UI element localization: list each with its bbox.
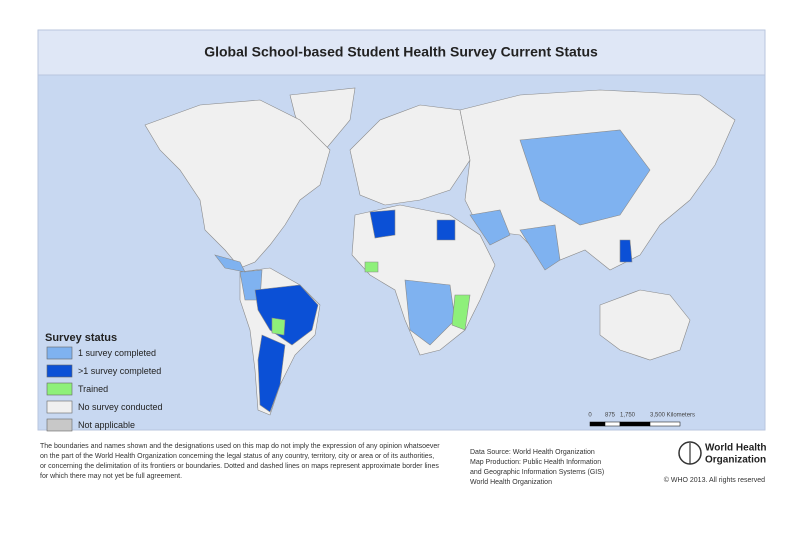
- legend-label: Not applicable: [78, 420, 135, 430]
- scale-label: 875: [605, 413, 616, 419]
- legend-label: Trained: [78, 384, 108, 394]
- country-patch: [519, 129, 651, 226]
- legend-label: No survey conducted: [78, 402, 163, 412]
- footer: The boundaries and names shown and the d…: [40, 441, 766, 486]
- legend-title: Survey status: [45, 332, 117, 344]
- legend-swatch: [46, 364, 73, 378]
- data-source-line: Data Source: World Health Organization: [470, 449, 595, 456]
- country-patch: [519, 224, 561, 271]
- world-map: [144, 87, 736, 416]
- logo-text: World Health: [705, 443, 766, 454]
- map-title: Global School-based Student Health Surve…: [204, 44, 598, 60]
- scale-label: 1,750: [620, 413, 636, 419]
- europe: [349, 104, 471, 206]
- scale-bar: 0 875 1,750 3,500 Kilometers: [588, 413, 695, 427]
- australia: [599, 289, 691, 361]
- country-patch: [436, 219, 456, 241]
- country-patch: [451, 294, 471, 331]
- copyright: © WHO 2013. All rights reserved: [664, 476, 765, 484]
- country-patch: [369, 209, 396, 239]
- country-patch: [364, 261, 379, 273]
- country-patch: [271, 317, 286, 336]
- country-patch: [469, 209, 511, 246]
- legend-swatch: [46, 400, 73, 414]
- legend-swatch: [46, 346, 73, 360]
- scale-segment: [649, 421, 681, 427]
- legend-label: >1 survey completed: [78, 366, 161, 376]
- country-patch: [254, 284, 319, 346]
- disclaimer-line: or concerning the delimitation of its fr…: [40, 463, 439, 470]
- country-patch: [257, 334, 286, 413]
- data-source-line: and Geographic Information Systems (GIS): [470, 469, 604, 476]
- disclaimer-line: on the part of the World Health Organiza…: [40, 453, 434, 460]
- scale-label: 0: [588, 413, 592, 419]
- logo-text: Organization: [705, 455, 766, 466]
- country-patch: [619, 239, 633, 263]
- disclaimer-line: The boundaries and names shown and the d…: [40, 443, 440, 450]
- title-bar: [37, 29, 766, 76]
- legend-swatch: [46, 418, 73, 432]
- country-patch: [404, 279, 456, 346]
- legend-label: 1 survey completed: [78, 348, 156, 358]
- country-patch: [214, 254, 246, 273]
- scale-label: 3,500 Kilometers: [650, 413, 695, 419]
- data-source-line: World Health Organization: [470, 479, 552, 486]
- disclaimer-line: for which there may not yet be full agre…: [40, 473, 182, 480]
- scale-segment: [604, 421, 621, 427]
- scale-segment: [589, 421, 606, 427]
- data-source-line: Map Production: Public Health Informatio…: [470, 459, 601, 466]
- legend: Survey status 1 survey completed >1 surve…: [45, 332, 163, 432]
- legend-swatch: [46, 382, 73, 396]
- north-america: [144, 99, 331, 269]
- scale-segment: [619, 421, 651, 427]
